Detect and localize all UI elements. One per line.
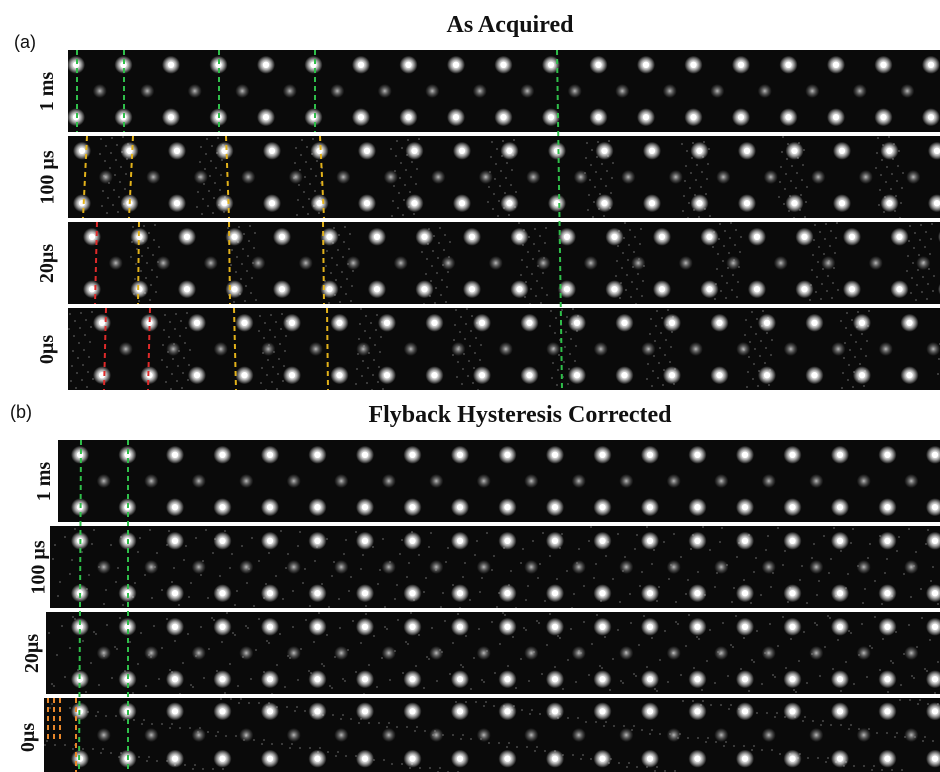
strip-a-100us [68,136,940,218]
strip-b-1ms [58,440,940,522]
strip-b-20us [46,612,940,694]
guide-yellow-a-6 [228,221,231,305]
guide-yellow-a-3 [225,135,230,219]
guide-yellow-a-8 [233,307,237,391]
guide-yellow-a-9 [326,307,329,391]
guide-yellow-a-7 [322,221,325,305]
strip-a-0us [68,308,940,390]
guide-yellow-a-4 [319,135,325,219]
guide-yellow-a-5 [137,221,140,305]
strip-a-20us [68,222,940,304]
strip-a-1ms [68,50,940,132]
guide-green-b-1 [78,439,82,772]
guide-lines-a [76,49,563,391]
panel-b-title: Flyback Hysteresis Corrected [368,402,672,428]
guide-red-a-2 [103,307,107,391]
guide-red-a-1 [94,221,98,305]
panel-a-letter: (a) [14,32,36,52]
guide-red-a-3 [147,307,151,391]
panel-b-letter: (b) [10,402,32,422]
strip-b-0us [44,698,940,772]
panel-a-title: As Acquired [446,12,574,38]
guide-green-a-5 [556,49,563,391]
strip-b-100us [50,526,940,608]
guide-yellow-a-2 [128,135,134,219]
guide-yellow-a-1 [82,135,88,219]
